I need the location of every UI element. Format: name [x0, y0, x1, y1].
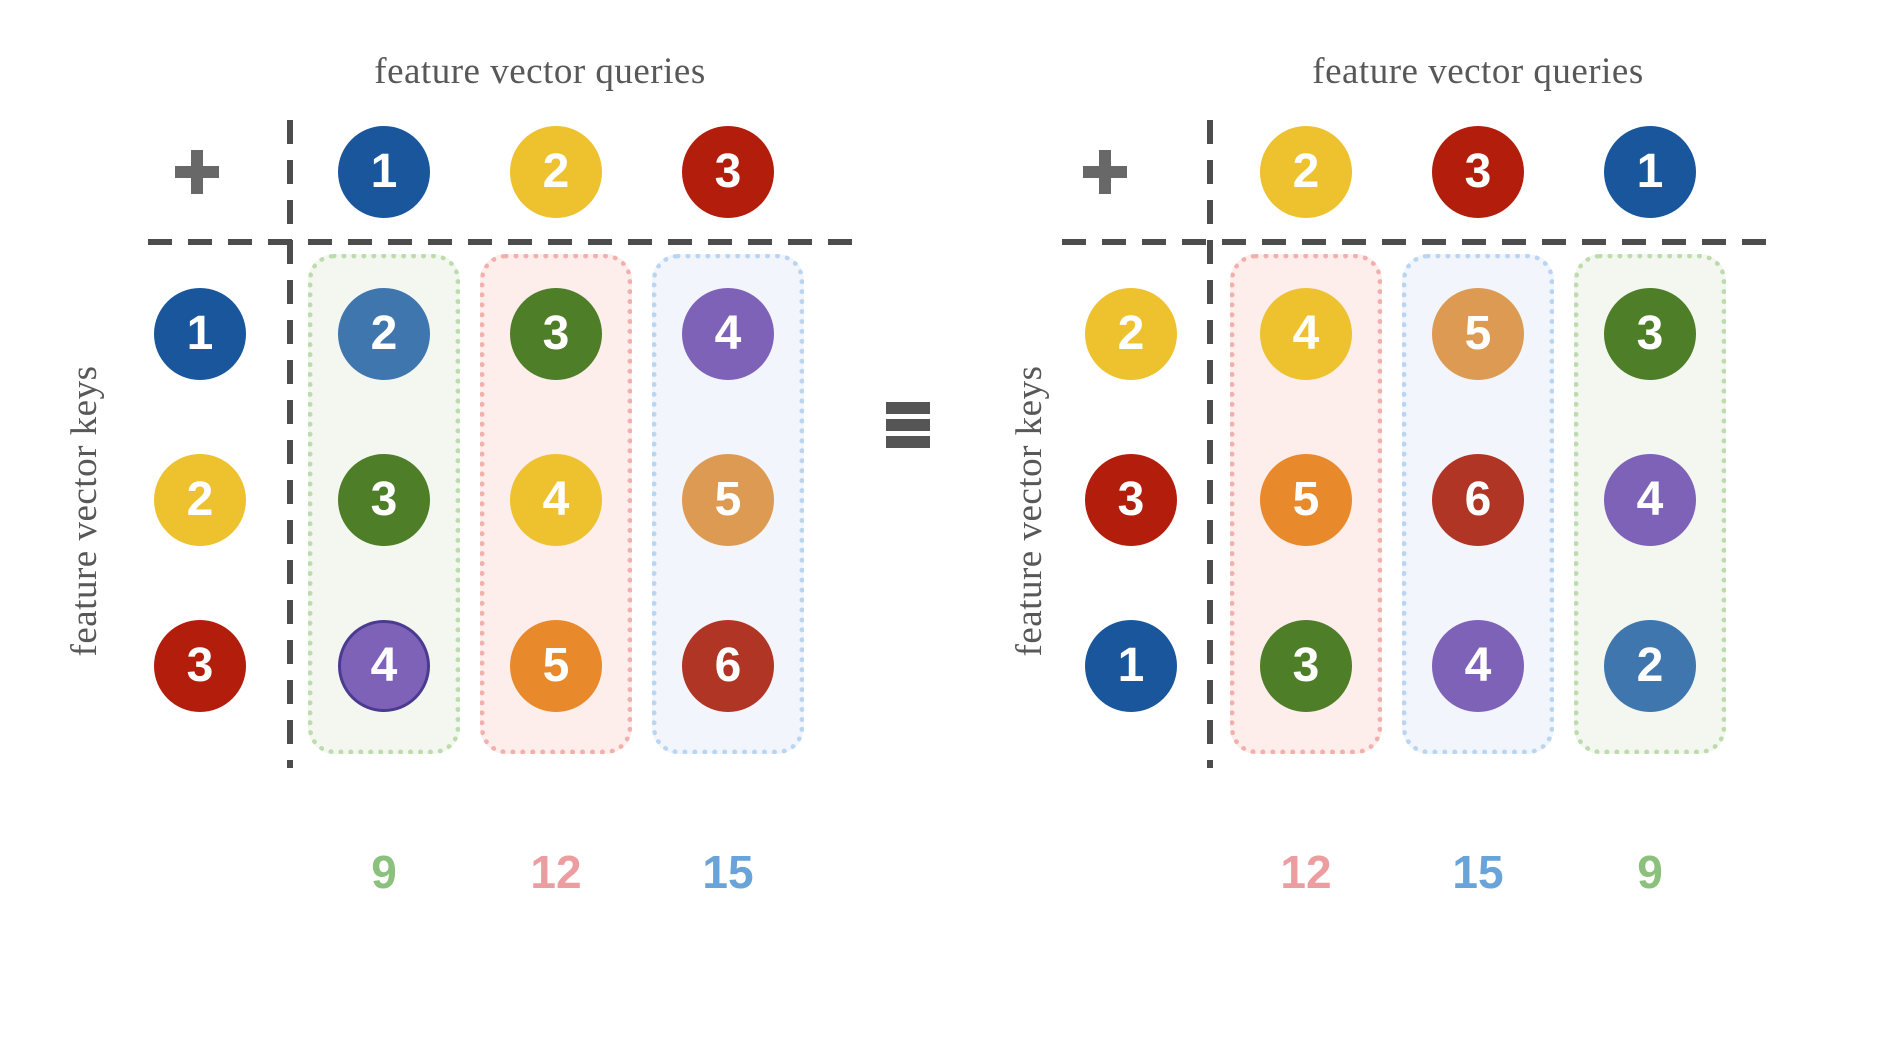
left-query-circle-2: 2	[510, 126, 602, 218]
right-key-circle-2: 3	[1085, 454, 1177, 546]
left-keys-label: feature vector keys	[64, 365, 105, 657]
left-sum-col-2: 12	[530, 846, 582, 898]
left-cell-r3c3: 6	[682, 620, 774, 712]
right-sum-col-1: 12	[1280, 846, 1332, 898]
left-key-circle-3: 3	[154, 620, 246, 712]
right-key-circle-1: 2	[1085, 288, 1177, 380]
right-query-circle-2: 3	[1432, 126, 1524, 218]
equivalence-icon	[886, 402, 930, 448]
left-cell-r3c1: 4	[338, 620, 430, 712]
right-cell-r3c1: 3	[1260, 620, 1352, 712]
left-query-circle-3: 3	[682, 126, 774, 218]
left-cell-r2c3: 5	[682, 454, 774, 546]
vertical-dashed-line	[287, 120, 293, 768]
right-cell-r2c1: 5	[1260, 454, 1352, 546]
plus-icon	[1083, 150, 1127, 194]
right-sum-col-3: 9	[1637, 846, 1663, 898]
left-cell-r1c1: 2	[338, 288, 430, 380]
left-cell-r1c2: 3	[510, 288, 602, 380]
left-key-circle-2: 2	[154, 454, 246, 546]
left-cell-r2c2: 4	[510, 454, 602, 546]
right-keys-label: feature vector keys	[1009, 365, 1050, 657]
right-cell-r3c3: 2	[1604, 620, 1696, 712]
horizontal-dashed-line	[1062, 239, 1775, 245]
right-key-circle-3: 1	[1085, 620, 1177, 712]
left-queries-label: feature vector queries	[374, 51, 706, 92]
left-cell-r1c3: 4	[682, 288, 774, 380]
right-cell-r1c1: 4	[1260, 288, 1352, 380]
right-cell-r3c2: 4	[1432, 620, 1524, 712]
right-query-circle-3: 1	[1604, 126, 1696, 218]
plus-icon	[175, 150, 219, 194]
left-cell-r3c2: 5	[510, 620, 602, 712]
right-queries-label: feature vector queries	[1312, 51, 1644, 92]
left-sum-col-3: 15	[702, 846, 754, 898]
left-query-circle-1: 1	[338, 126, 430, 218]
right-sum-col-2: 15	[1452, 846, 1504, 898]
right-cell-r1c2: 5	[1432, 288, 1524, 380]
right-cell-r1c3: 3	[1604, 288, 1696, 380]
horizontal-dashed-line	[148, 239, 858, 245]
right-cell-r2c2: 6	[1432, 454, 1524, 546]
left-sum-col-1: 9	[371, 846, 397, 898]
left-key-circle-1: 1	[154, 288, 246, 380]
left-cell-r2c1: 3	[338, 454, 430, 546]
right-cell-r2c3: 4	[1604, 454, 1696, 546]
right-query-circle-1: 2	[1260, 126, 1352, 218]
vertical-dashed-line	[1207, 120, 1213, 768]
